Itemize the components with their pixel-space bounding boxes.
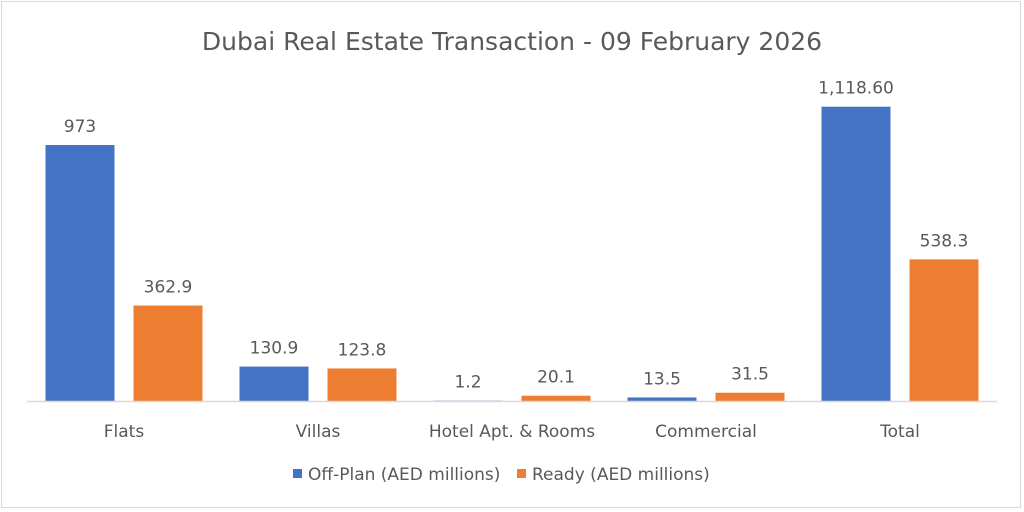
bar-off-plan	[45, 145, 115, 401]
data-label: 538.3	[920, 231, 969, 251]
x-tick-label: Hotel Apt. & Rooms	[429, 422, 595, 442]
data-label: 973	[64, 117, 96, 137]
x-tick-label: Total	[879, 422, 920, 442]
bar-off-plan	[627, 397, 697, 401]
x-tick-label: Flats	[104, 422, 145, 442]
chart-title: Dubai Real Estate Transaction - 09 Febru…	[202, 27, 822, 56]
x-tick-label: Commercial	[655, 422, 757, 442]
data-label: 13.5	[643, 369, 681, 389]
bar-ready	[521, 395, 591, 401]
bar-ready	[133, 305, 203, 401]
data-label: 1.2	[454, 373, 481, 393]
legend-label: Off-Plan (AED millions)	[308, 465, 500, 485]
bar-off-plan	[239, 366, 309, 401]
legend-label: Ready (AED millions)	[532, 465, 710, 485]
x-tick-label: Villas	[296, 422, 341, 442]
data-label: 1,118.60	[818, 79, 894, 99]
bar-off-plan	[821, 106, 891, 401]
bar-ready	[715, 392, 785, 401]
data-label: 31.5	[731, 365, 769, 385]
data-label: 20.1	[537, 368, 575, 388]
data-label: 362.9	[144, 278, 193, 298]
data-label: 130.9	[250, 339, 299, 359]
bar-ready	[909, 259, 979, 401]
legend-swatch	[293, 469, 302, 478]
bar-ready	[327, 368, 397, 401]
legend-swatch	[517, 469, 526, 478]
data-label: 123.8	[338, 340, 387, 360]
